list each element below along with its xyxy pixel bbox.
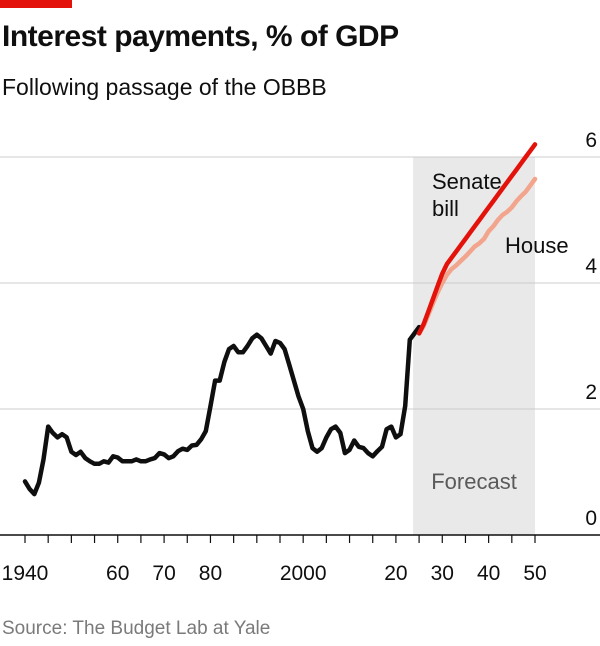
senate-bill-label: Senate bill bbox=[432, 169, 502, 221]
y-tick-label: 4 bbox=[585, 255, 597, 278]
accent-bar bbox=[0, 0, 72, 8]
y-axis-ticks: 0 2 4 6 bbox=[585, 129, 597, 530]
senate-bill-label-line: Senate bbox=[432, 169, 502, 194]
x-tick-label: 30 bbox=[431, 562, 454, 585]
x-tick-label: 2000 bbox=[280, 562, 327, 585]
y-tick-label: 2 bbox=[585, 381, 597, 404]
house-label: House bbox=[505, 233, 569, 258]
chart-title: Interest payments, % of GDP bbox=[2, 20, 399, 53]
x-tick-label: 70 bbox=[152, 562, 175, 585]
house-line bbox=[416, 176, 538, 336]
chart-subtitle: Following passage of the OBBB bbox=[2, 74, 327, 100]
forecast-region: Forecast bbox=[413, 157, 535, 535]
x-tick-label: 1940 bbox=[2, 562, 49, 585]
senate-bill-line bbox=[416, 142, 538, 336]
series-lines bbox=[22, 142, 538, 497]
historical-line bbox=[22, 324, 422, 497]
x-tick-label: 40 bbox=[477, 562, 500, 585]
y-tick-label: 0 bbox=[585, 507, 597, 530]
x-tick-label: 20 bbox=[384, 562, 407, 585]
x-tick-label: 50 bbox=[523, 562, 546, 585]
x-axis: 1940 60 70 80 2000 20 30 40 50 bbox=[0, 534, 600, 585]
forecast-label: Forecast bbox=[431, 469, 517, 494]
forecast-band bbox=[413, 157, 535, 535]
gridlines bbox=[0, 156, 600, 410]
x-tick-label: 60 bbox=[106, 562, 129, 585]
y-tick-label: 6 bbox=[585, 129, 597, 152]
senate-bill-label-line: bill bbox=[432, 196, 459, 221]
source-note: Source: The Budget Lab at Yale bbox=[2, 618, 271, 639]
x-tick-label: 80 bbox=[199, 562, 222, 585]
